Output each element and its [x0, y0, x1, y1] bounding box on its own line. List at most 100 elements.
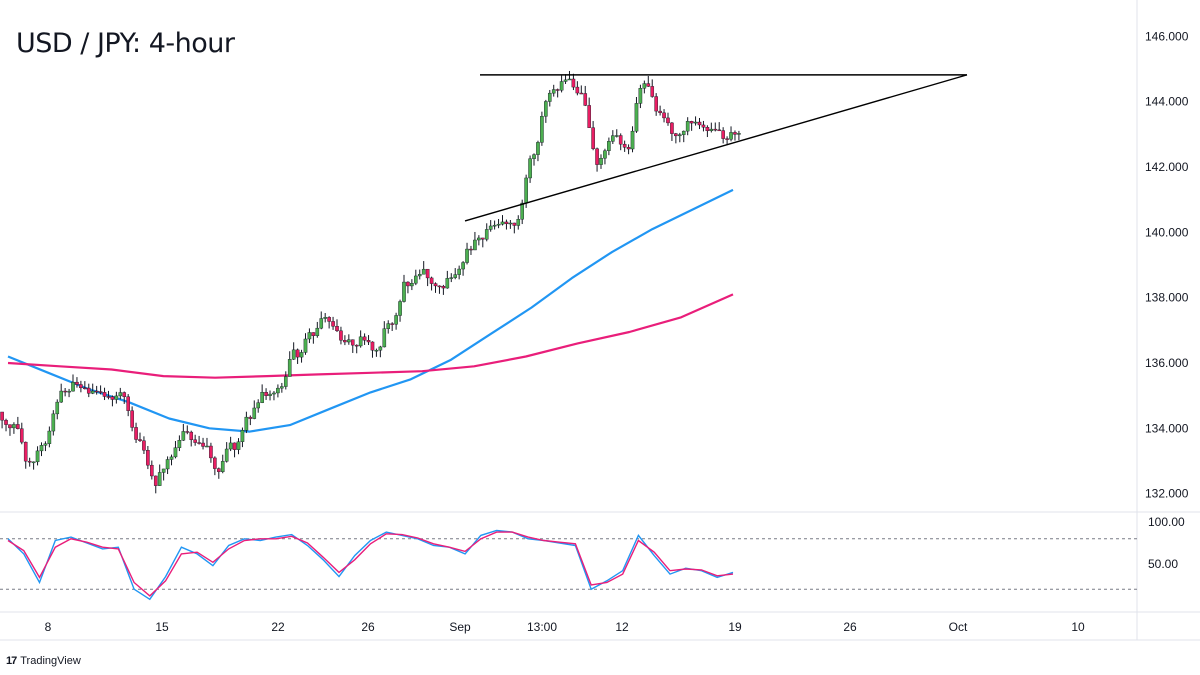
candle — [638, 84, 643, 109]
candle — [134, 422, 138, 443]
candle — [437, 285, 442, 294]
candle — [370, 341, 375, 358]
candle — [441, 284, 446, 295]
candle — [642, 80, 647, 94]
price-tick-label: 134.000 — [1145, 421, 1189, 435]
price-tick-label: 136.000 — [1145, 356, 1189, 370]
candle — [630, 126, 635, 153]
candle — [311, 332, 316, 344]
price-tick-label: 132.000 — [1145, 487, 1189, 501]
candle — [260, 384, 264, 404]
candle — [327, 316, 331, 329]
candle — [27, 457, 32, 467]
candle — [705, 125, 710, 138]
candle — [244, 411, 249, 434]
candle — [90, 383, 95, 395]
candle — [575, 81, 580, 96]
candle — [433, 282, 438, 293]
price-tick-label: 144.000 — [1145, 95, 1189, 109]
time-tick-label: 22 — [271, 620, 285, 634]
candle — [634, 96, 639, 133]
candle — [701, 120, 706, 132]
candle — [402, 274, 406, 303]
candle — [394, 312, 398, 330]
candle — [390, 322, 394, 331]
candle — [146, 445, 150, 470]
candle — [579, 85, 584, 95]
candle — [406, 281, 410, 294]
candle — [540, 111, 544, 146]
stoch-k-line — [7, 529, 734, 601]
candle — [138, 432, 142, 442]
candle — [224, 442, 229, 463]
tradingview-logo: 17 — [6, 655, 17, 667]
candle — [587, 97, 591, 128]
candle — [429, 276, 434, 291]
candle — [323, 313, 327, 323]
brand-name: TradingView — [20, 655, 81, 667]
time-tick-label: 13:00 — [527, 620, 557, 634]
candle — [319, 311, 324, 330]
candle — [650, 79, 655, 98]
candle — [484, 223, 489, 242]
candle — [295, 348, 300, 364]
candle — [366, 335, 371, 346]
candle — [335, 319, 339, 333]
candle — [382, 321, 387, 348]
candle — [248, 415, 253, 426]
candle — [477, 235, 481, 246]
candle — [532, 153, 536, 166]
candle — [492, 220, 497, 230]
candle — [280, 382, 284, 393]
candle — [114, 391, 119, 404]
candle — [599, 154, 603, 169]
candle — [378, 345, 383, 358]
candle — [603, 148, 607, 165]
candle — [354, 344, 359, 354]
candle — [626, 144, 631, 155]
candle — [646, 75, 651, 87]
candle — [480, 237, 485, 248]
candle — [287, 351, 292, 377]
candle — [276, 384, 280, 398]
candle — [417, 269, 422, 280]
price-tick-label: 146.000 — [1145, 29, 1189, 43]
candle — [110, 395, 115, 407]
candle — [63, 388, 67, 397]
candle — [508, 220, 513, 229]
candle — [67, 388, 71, 398]
brand[interactable]: 17 TradingView — [6, 655, 81, 667]
candle — [614, 129, 619, 138]
candle — [709, 122, 714, 133]
candle — [51, 410, 56, 436]
candle — [189, 430, 194, 447]
candle — [8, 424, 12, 436]
stoch-d-line — [7, 531, 734, 597]
candle — [658, 105, 662, 116]
chart-title: USD / JPY: 4-hour — [16, 28, 235, 59]
candle — [516, 215, 521, 230]
candle — [611, 130, 615, 144]
time-tick-label: 12 — [615, 620, 629, 634]
candle — [725, 136, 729, 146]
candle — [685, 117, 690, 136]
candle — [666, 112, 670, 126]
candle — [31, 461, 36, 470]
candle — [126, 394, 130, 417]
candle — [717, 122, 722, 132]
candle — [165, 456, 170, 475]
candle — [209, 442, 213, 463]
candle — [398, 299, 402, 322]
candle — [733, 130, 737, 141]
candle — [55, 399, 60, 420]
candle — [39, 442, 44, 457]
candle — [689, 120, 694, 131]
time-tick-label: 10 — [1071, 620, 1085, 634]
time-tick-label: 15 — [155, 620, 169, 634]
candle — [445, 270, 450, 289]
candle — [299, 349, 304, 363]
candle — [193, 434, 197, 446]
time-tick-label: 26 — [361, 620, 375, 634]
candle — [157, 464, 162, 486]
